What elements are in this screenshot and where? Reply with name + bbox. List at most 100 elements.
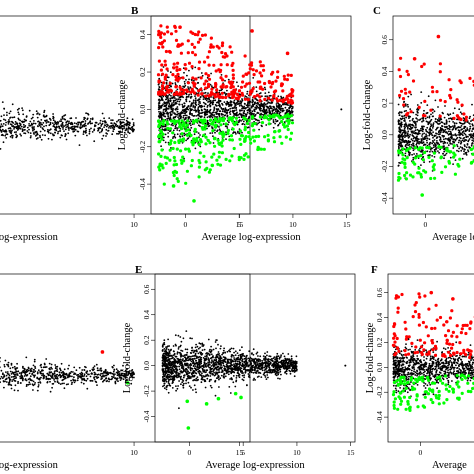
data-point — [173, 112, 176, 114]
data-point — [177, 119, 181, 123]
data-point — [420, 164, 422, 167]
data-point — [184, 84, 187, 87]
data-point — [197, 165, 201, 169]
data-point — [242, 120, 245, 123]
data-point — [417, 119, 419, 121]
data-point — [54, 122, 57, 125]
data-point — [447, 133, 450, 136]
data-point — [70, 123, 72, 126]
data-point — [443, 140, 446, 143]
data-point — [167, 99, 170, 101]
data-point — [270, 101, 273, 104]
data-point — [442, 152, 444, 155]
data-point — [24, 132, 27, 135]
data-point — [250, 113, 253, 116]
data-point — [444, 128, 447, 131]
data-point — [191, 50, 195, 55]
data-point — [6, 133, 9, 136]
data-point — [468, 76, 472, 80]
data-point — [188, 93, 191, 96]
data-point — [98, 126, 101, 129]
data-point — [244, 95, 247, 97]
data-point — [241, 80, 245, 84]
data-point — [201, 74, 204, 77]
data-point — [225, 63, 229, 67]
data-point — [434, 99, 437, 102]
data-point — [45, 124, 48, 127]
data-point — [165, 107, 168, 109]
data-point — [245, 96, 248, 98]
data-point — [2, 130, 5, 133]
data-point — [270, 98, 274, 102]
data-point — [241, 99, 244, 102]
data-point — [423, 109, 425, 112]
data-point — [211, 103, 214, 106]
data-point — [416, 133, 419, 136]
data-point — [161, 125, 164, 128]
data-point — [458, 131, 460, 134]
data-point — [454, 128, 457, 131]
data-point — [179, 138, 183, 142]
data-point — [260, 121, 265, 125]
data-point — [207, 110, 210, 113]
data-point — [157, 140, 161, 144]
data-point — [2, 141, 5, 144]
data-point — [412, 149, 415, 152]
data-point — [215, 88, 219, 92]
data-point — [0, 125, 2, 128]
data-point — [220, 91, 224, 95]
data-point — [240, 120, 243, 122]
data-point — [439, 126, 442, 129]
data-point — [224, 74, 228, 78]
data-point — [466, 127, 469, 129]
data-point — [64, 118, 67, 121]
data-point — [38, 121, 41, 124]
data-point — [94, 124, 97, 127]
data-point — [206, 104, 209, 107]
data-point — [199, 76, 203, 80]
data-point — [263, 105, 266, 107]
data-point — [432, 123, 435, 126]
data-point — [444, 137, 447, 140]
data-point — [159, 68, 163, 72]
data-point — [223, 110, 226, 112]
data-point — [189, 86, 192, 89]
data-point — [75, 117, 77, 119]
data-point — [219, 129, 222, 132]
data-point — [104, 121, 106, 124]
data-point — [250, 105, 253, 108]
data-point — [203, 168, 207, 172]
data-point — [447, 138, 450, 141]
data-point — [209, 90, 214, 95]
data-point — [204, 142, 208, 146]
data-point — [42, 122, 45, 124]
data-point — [465, 135, 468, 138]
data-point — [211, 129, 215, 133]
data-point — [59, 130, 61, 132]
data-point — [451, 143, 453, 145]
data-point — [285, 124, 289, 128]
data-point — [53, 123, 55, 126]
data-point — [241, 131, 243, 134]
data-point — [195, 111, 197, 113]
data-point — [425, 139, 428, 142]
data-point — [287, 110, 290, 113]
data-point — [159, 35, 163, 40]
data-point — [213, 109, 215, 112]
data-point — [258, 85, 263, 89]
data-point — [448, 137, 450, 140]
data-point — [209, 36, 213, 40]
data-point — [197, 81, 199, 84]
data-point — [159, 42, 164, 46]
data-point — [222, 123, 225, 125]
data-point — [194, 100, 197, 102]
data-point — [71, 125, 74, 128]
data-point — [62, 126, 64, 129]
data-point — [257, 106, 260, 109]
data-point — [235, 133, 237, 135]
data-point — [433, 148, 436, 151]
data-point — [176, 110, 179, 113]
data-point — [439, 129, 442, 132]
